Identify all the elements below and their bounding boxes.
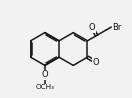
Text: O: O [89, 23, 95, 32]
Text: O: O [42, 70, 48, 79]
Text: Br: Br [113, 23, 122, 32]
Text: O: O [93, 58, 100, 67]
Text: OCH₃: OCH₃ [35, 84, 54, 90]
